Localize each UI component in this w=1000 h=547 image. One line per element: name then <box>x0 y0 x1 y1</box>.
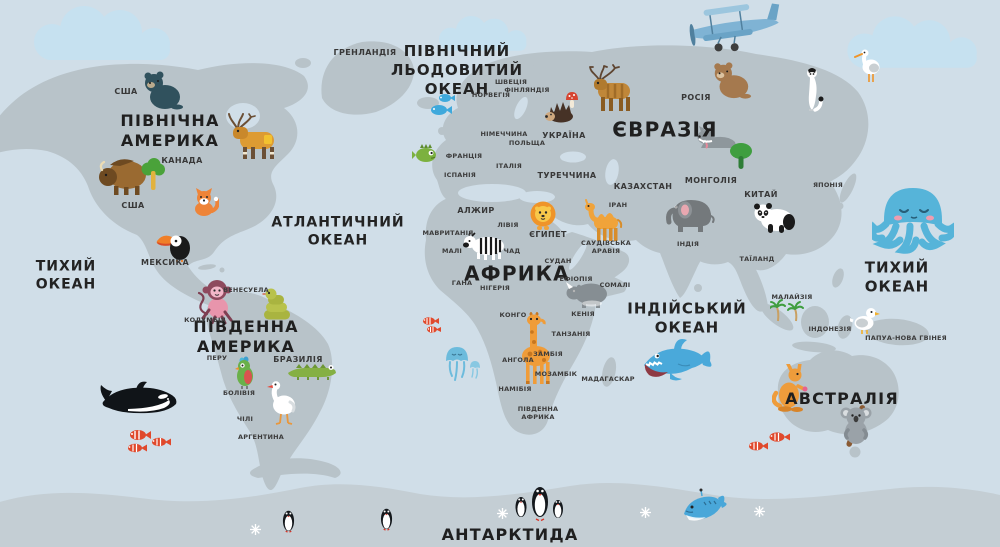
wolf-icon <box>697 126 736 149</box>
jellyfish-icon <box>446 347 480 381</box>
zebra-icon <box>463 232 504 260</box>
black-bear-icon <box>144 71 183 110</box>
palm-trees-icon <box>770 299 804 322</box>
fox-icon <box>195 188 219 216</box>
cloud-icon <box>439 16 527 51</box>
tree-icon <box>730 143 752 169</box>
penguin-icon <box>282 510 295 533</box>
greenland-shape <box>321 41 414 115</box>
panda-icon <box>754 203 795 233</box>
toucan-icon <box>156 235 190 262</box>
red-fish-icon <box>423 317 441 333</box>
monkey-icon <box>197 280 233 324</box>
rhino-icon <box>566 282 607 308</box>
blue-fish-icon <box>431 94 455 115</box>
brown-bear-icon <box>714 62 752 99</box>
green-fish-icon <box>412 144 436 162</box>
snowflake-icon <box>640 507 651 518</box>
snowflake-icon <box>250 524 261 535</box>
elephant-icon <box>666 200 715 232</box>
cloud-icon <box>847 16 977 68</box>
octopus-icon <box>872 188 954 254</box>
hedgehog-icon <box>545 102 573 123</box>
mushroom-icon <box>566 92 578 108</box>
kangaroo-icon <box>772 364 808 412</box>
bison-icon <box>99 159 146 195</box>
dolphin-icon <box>684 488 727 521</box>
penguin-icon <box>380 508 393 531</box>
snake-icon <box>262 288 290 320</box>
tree-icon <box>141 158 165 190</box>
india-shape <box>657 226 706 298</box>
parrot-icon <box>235 356 253 389</box>
lion-icon <box>530 201 556 230</box>
orca-icon <box>100 381 177 414</box>
biplane-icon <box>689 3 780 52</box>
seagull-icon <box>850 308 880 334</box>
antarctica-shape <box>0 483 1000 547</box>
camel-icon <box>585 199 623 241</box>
deer-icon <box>589 64 630 111</box>
snowflake-icon <box>754 506 765 517</box>
red-fish-icon <box>128 430 171 453</box>
giraffe-icon <box>522 312 550 384</box>
crocodile-icon <box>288 364 336 380</box>
south-america-shape <box>206 291 333 491</box>
red-fish-icon <box>749 432 790 451</box>
heron-icon <box>267 381 296 425</box>
stork-icon <box>854 49 880 82</box>
penguin-family-icon <box>515 487 563 522</box>
koala-icon <box>840 405 872 447</box>
ermine-icon <box>807 68 824 112</box>
eurasia-shape <box>432 45 869 312</box>
snowflake-icon <box>497 508 508 519</box>
shark-icon <box>644 339 712 381</box>
cloud-icon <box>34 6 170 60</box>
moose-icon <box>228 113 274 159</box>
